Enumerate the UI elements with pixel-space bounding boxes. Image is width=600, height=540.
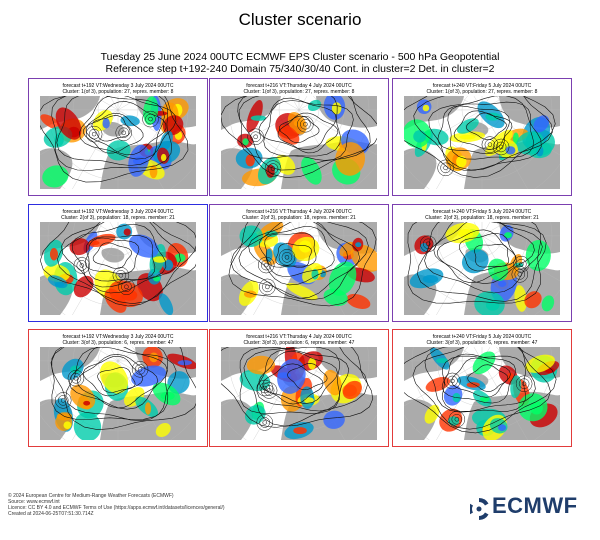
panel-cluster-label: Cluster: 1(of 3), population: 27, repres…	[243, 89, 355, 95]
map-panel-r3c3[interactable]: forecast t+240 VT:Friday 5 July 2024 00U…	[392, 329, 572, 447]
panel-forecast-label: forecast t+216 VT:Thursday 4 July 2024 0…	[246, 209, 352, 215]
map-panel-r2c2[interactable]: forecast t+216 VT:Thursday 4 July 2024 0…	[209, 204, 389, 322]
cluster-map	[404, 347, 560, 440]
cluster-map	[404, 96, 560, 189]
panel-cluster-label: Cluster: 2(of 3), population: 18, repres…	[61, 215, 175, 221]
footer-licence: Licence: CC BY 4.0 and ECMWF Terms of Us…	[8, 505, 225, 511]
panel-cluster-label: Cluster: 3(of 3), population: 6, repres.…	[426, 340, 538, 346]
page-title: Cluster scenario	[238, 10, 362, 29]
panel-cluster-label: Cluster: 1(of 3), population: 27, repres…	[426, 89, 538, 95]
panel-forecast-label: forecast t+216 VT:Thursday 4 July 2024 0…	[246, 334, 352, 340]
map-panel-r2c1[interactable]: forecast t+192 VT:Wednesday 3 July 2024 …	[28, 204, 208, 322]
panel-forecast-label: forecast t+240 VT:Friday 5 July 2024 00U…	[432, 83, 532, 89]
panel-cluster-label: Cluster: 2(of 3), population: 18, repres…	[242, 215, 356, 221]
subtitle-line-1: Tuesday 25 June 2024 00UTC ECMWF EPS Clu…	[100, 51, 500, 63]
footer-source: Source: www.ecmwf.int	[8, 499, 60, 505]
subtitle-line-2: Reference step t+192-240 Domain 75/340/3…	[105, 63, 495, 75]
panel-cluster-label: Cluster: 2(of 3), population: 18, repres…	[425, 215, 539, 221]
cluster-map	[221, 222, 377, 315]
panel-forecast-label: forecast t+192 VT:Wednesday 3 July 2024 …	[62, 334, 174, 340]
ecmwf-logo-text: ECMWF	[492, 493, 578, 518]
cluster-map	[40, 347, 196, 440]
cluster-map	[221, 347, 377, 440]
cluster-map	[40, 96, 196, 189]
panel-cluster-label: Cluster: 3(of 3), population: 6, repres.…	[62, 340, 174, 346]
panel-forecast-label: forecast t+240 VT:Friday 5 July 2024 00U…	[432, 334, 532, 340]
footer-created: Created at 2024-06-25T07:51:30.714Z	[8, 511, 94, 517]
footer-copyright: © 2024 European Centre for Medium-Range …	[8, 493, 174, 499]
panel-cluster-label: Cluster: 3(of 3), population: 6, repres.…	[243, 340, 355, 346]
map-panel-r1c1[interactable]: forecast t+192 VT:Wednesday 3 July 2024 …	[28, 78, 208, 196]
panel-cluster-label: Cluster: 1(of 3), population: 27, repres…	[62, 89, 174, 95]
ecmwf-logo-icon	[470, 498, 489, 520]
panel-forecast-label: forecast t+192 VT:Wednesday 3 July 2024 …	[62, 209, 174, 215]
panel-forecast-label: forecast t+240 VT:Friday 5 July 2024 00U…	[432, 209, 532, 215]
panel-forecast-label: forecast t+192 VT:Wednesday 3 July 2024 …	[62, 83, 174, 89]
map-panel-r3c1[interactable]: forecast t+192 VT:Wednesday 3 July 2024 …	[28, 329, 208, 447]
map-panel-r1c3[interactable]: forecast t+240 VT:Friday 5 July 2024 00U…	[392, 78, 572, 196]
cluster-map	[40, 222, 196, 315]
cluster-map	[221, 96, 377, 189]
map-panel-r2c3[interactable]: forecast t+240 VT:Friday 5 July 2024 00U…	[392, 204, 572, 322]
cluster-map	[404, 222, 560, 315]
map-panel-r1c2[interactable]: forecast t+216 VT:Thursday 4 July 2024 0…	[209, 78, 389, 196]
map-panel-r3c2[interactable]: forecast t+216 VT:Thursday 4 July 2024 0…	[209, 329, 389, 447]
panel-forecast-label: forecast t+216 VT:Thursday 4 July 2024 0…	[246, 83, 352, 89]
